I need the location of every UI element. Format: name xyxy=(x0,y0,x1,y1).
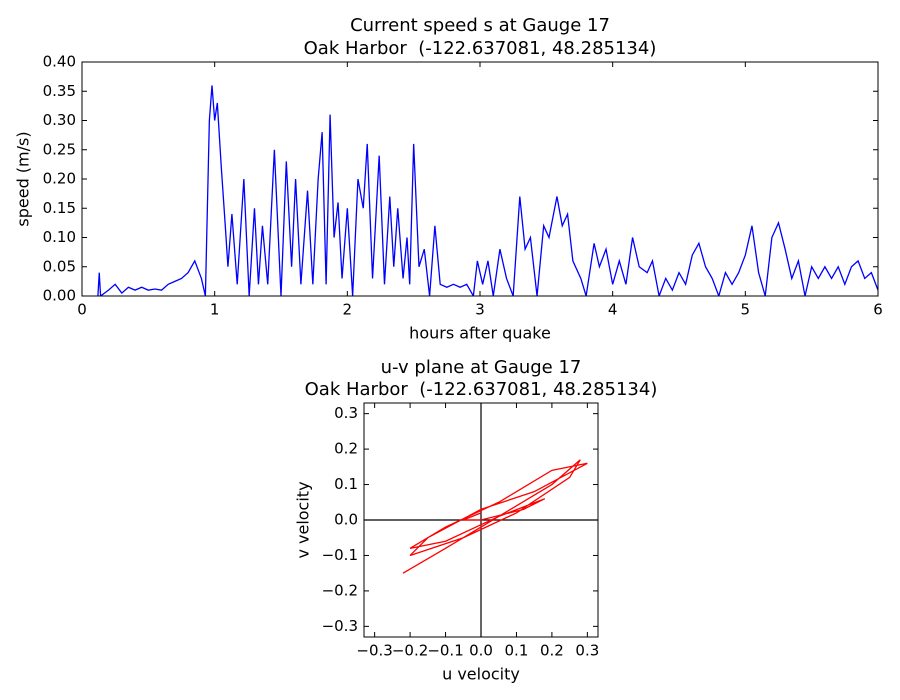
y-tick-label: −0.1 xyxy=(322,546,358,564)
x-tick-label: 0.2 xyxy=(540,642,564,660)
y-tick-label: −0.3 xyxy=(322,617,358,635)
y-tick-label: 0.30 xyxy=(43,111,76,129)
y-tick-label: 0.10 xyxy=(43,228,76,246)
x-tick-label: −0.1 xyxy=(427,642,463,660)
data-line xyxy=(97,85,878,296)
y-tick-label: 0.3 xyxy=(334,404,358,422)
y-tick-label: −0.2 xyxy=(322,581,358,599)
chart-title: u-v plane at Gauge 17 xyxy=(381,357,582,378)
y-tick-label: 0.35 xyxy=(43,82,76,100)
x-axis-label: u velocity xyxy=(442,665,520,684)
y-tick-label: 0.40 xyxy=(43,53,76,71)
x-tick-label: 6 xyxy=(873,301,883,319)
chart-title: Current speed s at Gauge 17 xyxy=(350,15,610,36)
x-tick-label: 0 xyxy=(77,301,87,319)
y-tick-label: 0.00 xyxy=(43,287,76,305)
y-axis-label: speed (m/s) xyxy=(14,131,33,226)
chart-subtitle: Oak Harbor (-122.637081, 48.285134) xyxy=(304,38,657,59)
x-axis-label: hours after quake xyxy=(409,324,551,343)
x-tick-label: 2 xyxy=(343,301,353,319)
chart-subtitle: Oak Harbor (-122.637081, 48.285134) xyxy=(305,379,658,400)
y-tick-label: 0.05 xyxy=(43,257,76,275)
axes-frame xyxy=(81,61,879,297)
x-tick-label: 3 xyxy=(475,301,485,319)
y-tick-label: 0.15 xyxy=(43,199,76,217)
x-tick-label: 4 xyxy=(608,301,618,319)
y-tick-label: 0.25 xyxy=(43,140,76,158)
x-tick-label: −0.2 xyxy=(392,642,428,660)
x-tick-label: 0.3 xyxy=(575,642,599,660)
data-line xyxy=(402,459,588,574)
y-tick-label: 0.0 xyxy=(334,511,358,529)
y-axis-label: v velocity xyxy=(294,481,313,558)
x-tick-label: 1 xyxy=(210,301,220,319)
x-tick-label: 5 xyxy=(741,301,751,319)
plot-area xyxy=(364,403,598,637)
x-tick-label: −0.3 xyxy=(356,642,392,660)
x-tick-label: 0.1 xyxy=(505,642,529,660)
y-tick-label: 0.20 xyxy=(43,170,76,188)
plot-area xyxy=(97,85,878,296)
x-tick-label: 0.0 xyxy=(469,642,493,660)
y-tick-label: 0.1 xyxy=(334,475,358,493)
y-tick-label: 0.2 xyxy=(334,440,358,458)
